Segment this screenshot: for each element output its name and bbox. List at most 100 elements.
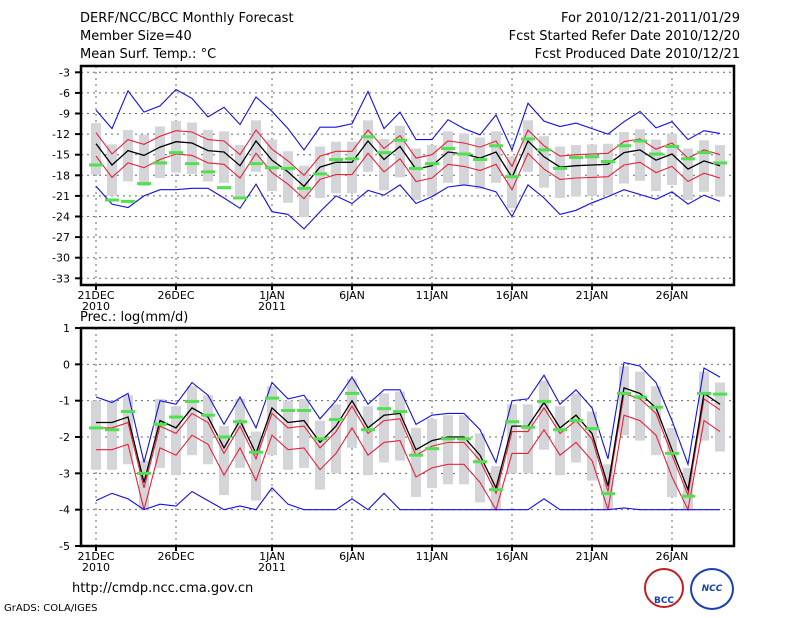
ensemble-box [667,427,677,497]
ncc-logo-text: NCC [701,584,723,594]
series-ensemble-mean [96,387,721,493]
observation-mark [585,155,599,159]
observation-mark [665,451,679,455]
x-tick-label: 21JAN [576,550,609,563]
observation-mark [473,158,487,162]
observation-mark [633,395,647,399]
ensemble-box [219,131,229,183]
observation-mark [569,155,583,159]
y-tick-label: -2 [59,431,70,444]
ensemble-box [715,382,725,452]
ensemble-box [571,145,581,197]
x-tick-label: 1JAN [259,550,285,563]
observation-mark [329,158,343,162]
observation-mark [281,166,295,170]
x-tick-label: 1JAN [259,289,285,302]
observation-mark [393,138,407,142]
observation-mark [217,186,231,190]
x-tick-label: 26JAN [656,289,689,302]
ensemble-box [443,131,453,183]
ensemble-box [443,415,453,485]
x-tick-label: 6JAN [339,289,365,302]
observation-mark [457,152,471,156]
ensemble-box [171,406,181,476]
x-tick-label: 26DEC [157,289,194,302]
observation-mark [697,391,711,395]
observation-mark [553,428,567,432]
ensemble-box [411,148,421,201]
ncc-logo: NCC [690,568,734,610]
observation-mark [185,162,199,166]
observation-mark [249,450,263,454]
y-tick-label: -3 [59,467,70,480]
ensemble-box [171,121,181,173]
ensemble-box [603,143,613,196]
ensemble-box [155,398,165,468]
ensemble-box [347,378,357,448]
y-tick-label: 0 [63,358,70,371]
ensemble-box [651,386,661,456]
observation-mark [137,182,151,186]
ensemble-box [635,371,645,441]
url-link[interactable]: http://cmdp.ncc.cma.gov.cn [72,581,254,596]
x-tick-label: 26DEC [157,550,194,563]
x-tick-year-label: 2010 [82,561,110,574]
observation-mark [457,437,471,441]
ensemble-box [459,133,469,185]
ensemble-box [315,146,325,198]
observation-mark [489,144,503,148]
series-upper-quartile [96,392,721,498]
ensemble-box [187,122,197,174]
ensemble-box [299,398,309,468]
ensemble-box [107,144,117,196]
observation-mark [409,166,423,170]
observation-mark [425,447,439,451]
observation-mark [601,160,615,164]
variable-label: Mean Surf. Temp.: °C [80,47,217,62]
y-tick-label: -5 [59,540,70,553]
x-tick-year-label: 2010 [82,300,110,313]
x-tick-label: 6JAN [339,550,365,563]
bcc-logo: BCC [644,568,684,608]
observation-mark [105,198,119,202]
x-tick-label: 11JAN [416,550,449,563]
ensemble-box [267,139,277,192]
ensemble-box [139,134,149,187]
ensemble-box [395,125,405,178]
ensemble-box [539,380,549,450]
produced-date: Fcst Produced Date 2010/12/21 [534,47,740,62]
ensemble-box [587,144,597,196]
series-ensemble-max [95,361,721,467]
observation-mark [393,410,407,414]
y-tick-label: -4 [59,504,70,517]
ensemble-box [715,145,725,197]
observation-mark [185,399,199,403]
observation-mark [345,391,359,395]
observation-mark [233,420,247,424]
ensemble-box [651,139,661,192]
observation-mark [537,399,551,403]
observation-mark [297,186,311,190]
observation-mark [233,196,247,200]
y-tick-label: -24 [52,211,70,224]
plot-frame [79,326,736,548]
observation-mark [201,170,215,174]
observation-mark [569,419,583,423]
ensemble-box [251,431,261,501]
ensemble-box [155,126,165,179]
observation-mark [553,166,567,170]
ensemble-box [523,120,533,172]
series-lower-quartile [95,152,721,200]
observation-mark [265,396,279,400]
observation-mark [121,410,135,414]
ensemble-box [619,366,629,436]
y-tick-label: -1 [59,395,70,408]
observation-mark [89,426,103,430]
ensemble-box [251,120,261,172]
ensemble-box [283,400,293,470]
observation-mark [441,147,455,151]
observation-mark [121,199,135,203]
observation-mark [377,151,391,155]
ensemble-box [507,156,517,209]
